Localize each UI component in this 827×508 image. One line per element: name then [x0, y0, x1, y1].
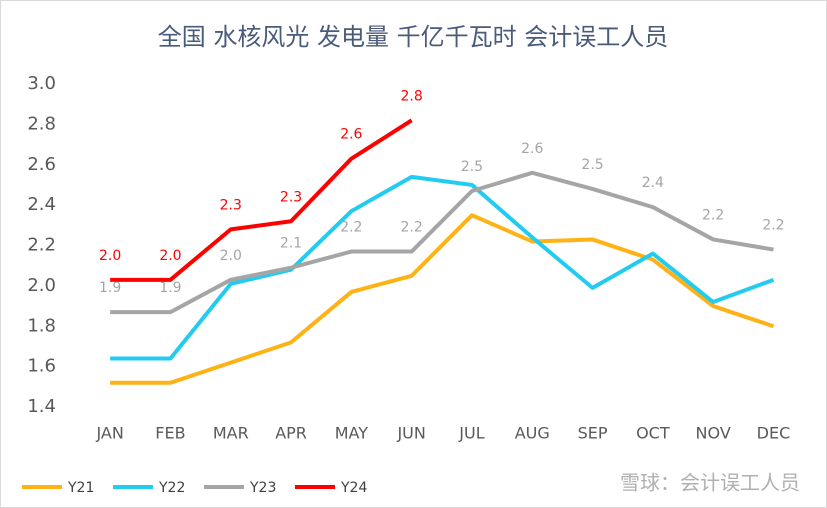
series-line: [110, 174, 775, 361]
x-tick-label: FEB: [155, 424, 185, 443]
data-label: 1.9: [99, 280, 121, 296]
data-label: 2.0: [220, 248, 242, 264]
x-tick-label: MAR: [213, 424, 249, 443]
data-label: 2.3: [220, 197, 242, 213]
data-label: 2.2: [762, 218, 784, 234]
x-tick-label: APR: [275, 424, 307, 443]
data-label: 2.8: [401, 88, 423, 104]
data-label: 2.3: [280, 189, 302, 205]
x-tick-label: JUN: [396, 424, 425, 443]
data-label: 2.5: [581, 157, 603, 173]
series-line: [110, 118, 413, 282]
watermark: 雪球：会计误工人员: [620, 471, 800, 495]
data-label: 2.1: [280, 236, 302, 252]
y-tick-label: 1.6: [27, 356, 56, 377]
data-label: 2.0: [99, 248, 121, 264]
legend-label: Y21: [67, 480, 94, 496]
y-tick-label: 2.2: [27, 235, 56, 256]
data-label: 2.2: [340, 220, 362, 236]
y-tick-label: 2.6: [27, 154, 56, 175]
y-tick-label: 2.0: [27, 275, 56, 296]
data-label: 1.9: [159, 280, 181, 296]
x-tick-label: AUG: [515, 424, 550, 443]
series-line: [110, 213, 775, 385]
legend-label: Y23: [249, 480, 276, 496]
data-label: 2.6: [521, 141, 543, 157]
y-tick-label: 1.4: [27, 396, 56, 417]
data-label: 2.2: [401, 220, 423, 236]
data-label: 2.2: [702, 207, 724, 223]
chart-title: 全国 水核风光 发电量 千亿千瓦时 会计误工人员: [158, 23, 669, 51]
data-label: 2.4: [642, 175, 664, 191]
legend-label: Y22: [158, 480, 185, 496]
x-tick-label: JAN: [95, 424, 123, 443]
data-label: 2.0: [159, 248, 181, 264]
legend-label: Y24: [340, 480, 367, 496]
data-label: 2.5: [461, 159, 483, 175]
y-tick-label: 1.8: [27, 315, 56, 336]
x-tick-label: DEC: [757, 424, 791, 443]
x-tick-label: NOV: [696, 424, 731, 443]
x-tick-label: MAY: [335, 424, 369, 443]
y-tick-label: 2.8: [27, 113, 56, 134]
y-tick-label: 3.0: [27, 73, 56, 94]
series-line: [110, 170, 774, 315]
data-label: 2.6: [340, 127, 362, 143]
x-tick-label: JUL: [458, 424, 484, 443]
x-tick-label: OCT: [636, 424, 670, 443]
x-tick-label: SEP: [578, 424, 608, 443]
y-tick-label: 2.4: [27, 194, 56, 215]
